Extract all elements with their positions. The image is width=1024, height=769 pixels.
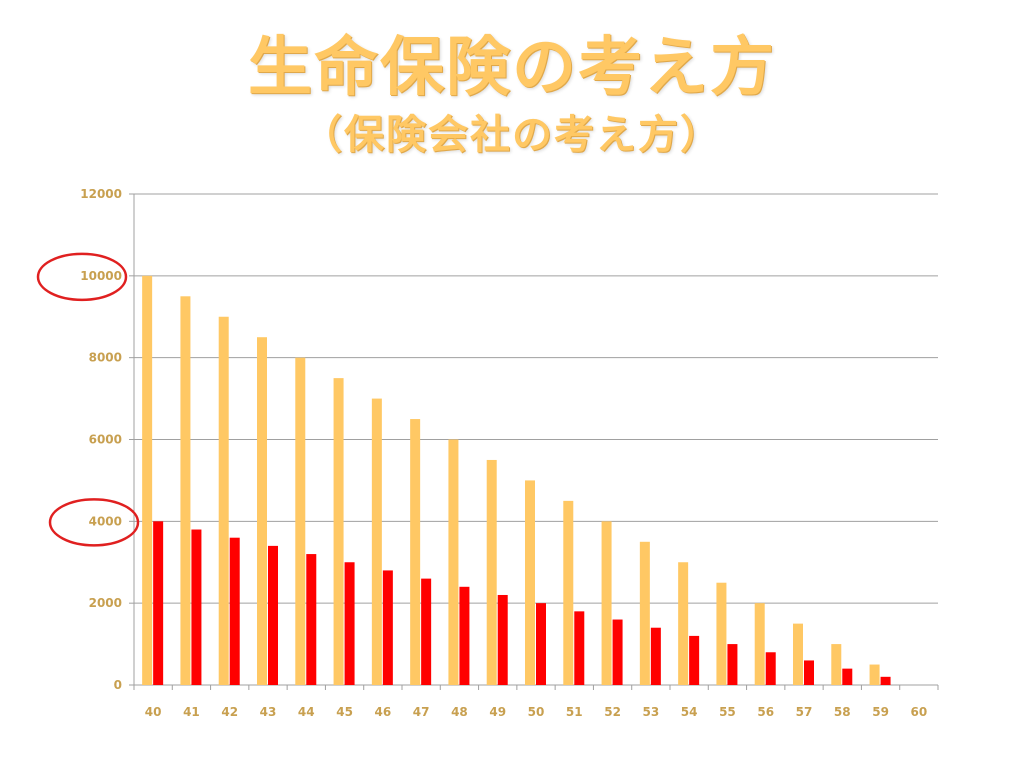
x-tick-label: 58 <box>834 705 851 719</box>
bar-series-2 <box>344 562 355 685</box>
bar-series-1 <box>639 541 650 685</box>
bar-series-1 <box>371 398 382 685</box>
bar-series-1 <box>333 378 344 685</box>
bar-series-1 <box>486 459 497 685</box>
bar-series-1 <box>678 562 689 685</box>
bar-series-2 <box>536 603 546 685</box>
bar-series-1 <box>257 337 267 685</box>
x-tick-label: 45 <box>336 705 353 719</box>
chart-subtitle: （保険会社の考え方） <box>302 112 722 158</box>
bar-series-2 <box>880 676 891 685</box>
y-tick-label: 2000 <box>89 596 122 610</box>
y-tick-label: 0 <box>114 678 122 692</box>
bar-series-1 <box>218 316 229 685</box>
grid-lines <box>134 193 938 604</box>
bar-series-1 <box>142 275 153 685</box>
bar-series-1 <box>754 603 765 685</box>
bar-series-1 <box>448 439 459 685</box>
x-tick-label: 55 <box>719 705 736 719</box>
bar-series-2 <box>306 554 317 685</box>
x-tick-label: 50 <box>528 705 545 719</box>
x-tick-label: 51 <box>566 705 583 719</box>
x-tick-label: 59 <box>872 705 889 719</box>
x-tick-label: 43 <box>260 705 277 719</box>
bar-series-1 <box>716 582 727 685</box>
bar-series-1 <box>869 664 880 685</box>
x-tick-label: 48 <box>451 705 468 719</box>
x-tick-label: 47 <box>413 705 430 719</box>
chart-title: 生命保険の考え方 <box>248 31 776 105</box>
y-tick-label: 6000 <box>89 433 122 447</box>
bars <box>142 275 891 685</box>
y-tick-label: 4000 <box>89 514 122 528</box>
bar-series-2 <box>229 537 240 685</box>
bar-series-2 <box>382 570 393 685</box>
bar-series-2 <box>612 619 623 685</box>
x-tick-label: 56 <box>757 705 774 719</box>
bar-series-2 <box>421 578 432 685</box>
bar-series-1 <box>295 357 306 685</box>
bar-series-1 <box>180 296 191 685</box>
x-tick-label: 41 <box>183 705 200 719</box>
bar-series-1 <box>831 644 842 685</box>
bar-series-2 <box>689 635 700 685</box>
bar-series-2 <box>650 627 661 685</box>
bar-series-2 <box>497 594 508 685</box>
y-tick-label: 8000 <box>89 351 122 365</box>
bar-series-1 <box>793 623 803 685</box>
x-tick-label: 44 <box>298 705 315 719</box>
x-tick-label: 60 <box>911 705 928 719</box>
x-tick-label: 42 <box>221 705 238 719</box>
x-tick-label: 52 <box>604 705 621 719</box>
highlight-circle <box>48 498 140 547</box>
bar-series-2 <box>191 529 202 685</box>
bar-series-2 <box>765 652 776 685</box>
bar-series-1 <box>410 419 421 685</box>
bar-series-1 <box>601 521 612 685</box>
x-tick-label: 49 <box>489 705 506 719</box>
x-tick-label: 57 <box>796 705 813 719</box>
y-tick-label: 10000 <box>80 269 122 283</box>
x-tick-label: 46 <box>375 705 392 719</box>
tick-labels: 0 2000 4000 6000 8000 10000 12000 40 41 42 43 44 45 4… <box>80 187 927 719</box>
x-tick-label: 54 <box>681 705 698 719</box>
title-block: 生命保険の考え方 （保険会社の考え方） <box>0 28 1024 160</box>
bar-series-2 <box>727 644 738 685</box>
bar-series-2 <box>842 668 853 685</box>
bar-series-2 <box>459 586 470 685</box>
highlight-circles <box>36 252 140 547</box>
highlight-circle <box>36 252 128 302</box>
bar-series-2 <box>804 660 814 685</box>
bar-series-1 <box>563 500 574 685</box>
bar-series-2 <box>268 545 278 685</box>
x-tick-label: 40 <box>145 705 162 719</box>
bar-series-2 <box>153 521 164 685</box>
bar-series-1 <box>525 480 535 685</box>
y-tick-label: 12000 <box>80 187 122 201</box>
x-tick-label: 53 <box>643 705 660 719</box>
bar-series-2 <box>574 611 585 685</box>
